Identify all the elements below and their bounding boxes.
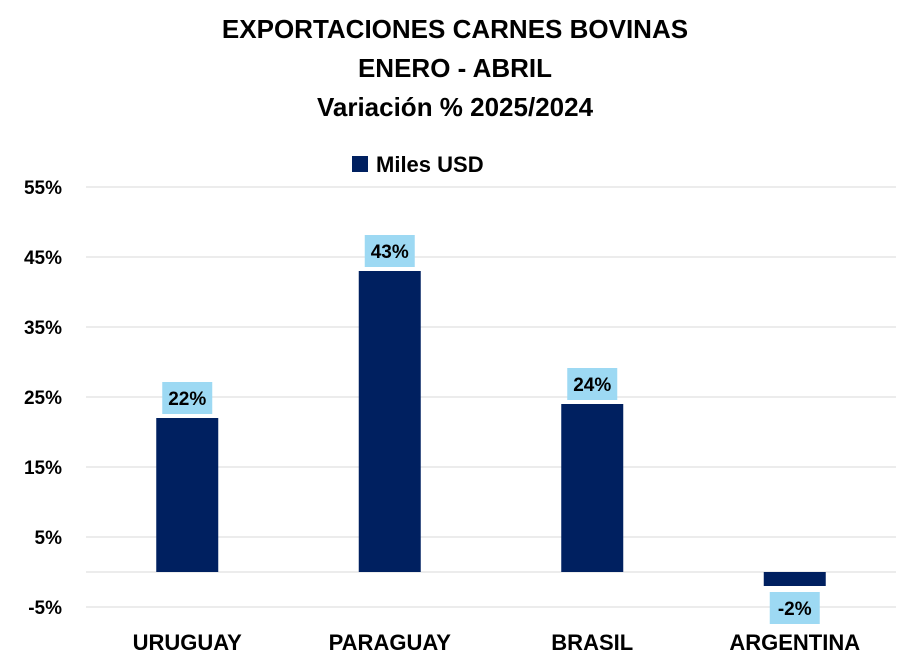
legend-label: Miles USD — [376, 152, 484, 177]
y-tick-label: 5% — [35, 528, 63, 549]
chart-title-line-3: Variación % 2025/2024 — [317, 92, 594, 122]
y-tick-label: 25% — [24, 388, 62, 409]
x-axis-categories: URUGUAY PARAGUAY BRASIL ARGENTINA — [133, 630, 861, 655]
bar-argentina — [763, 572, 826, 586]
y-tick-label: 35% — [24, 318, 62, 339]
bars — [156, 271, 826, 586]
bar-paraguay — [358, 271, 421, 572]
data-label: 22% — [168, 389, 206, 410]
legend-swatch — [352, 156, 368, 172]
category-label: ARGENTINA — [729, 630, 860, 655]
category-label: PARAGUAY — [329, 630, 452, 655]
data-label-background — [769, 592, 820, 624]
category-label: BRASIL — [551, 630, 633, 655]
y-axis-ticks: 55% 45% 35% 25% 15% 5% -5% — [24, 178, 62, 619]
y-tick-label: 15% — [24, 458, 62, 479]
bar-brasil — [561, 404, 624, 572]
data-label: 24% — [573, 375, 611, 396]
chart-title-line-1: EXPORTACIONES CARNES BOVINAS — [222, 14, 688, 44]
data-label: -2% — [778, 599, 812, 620]
legend: Miles USD — [352, 152, 484, 177]
bar-uruguay — [156, 418, 219, 572]
y-tick-label: 55% — [24, 178, 62, 199]
data-label-background — [364, 235, 415, 267]
chart-title-line-2: ENERO - ABRIL — [358, 53, 552, 83]
data-label-background — [567, 368, 618, 400]
chart-title: EXPORTACIONES CARNES BOVINAS ENERO - ABR… — [222, 14, 688, 122]
gridlines — [86, 186, 896, 608]
category-label: URUGUAY — [133, 630, 243, 655]
data-labels: 22% 43% 24% -2% — [162, 235, 820, 624]
data-label: 43% — [371, 242, 409, 263]
y-tick-label: 45% — [24, 248, 62, 269]
y-tick-label: -5% — [28, 598, 62, 619]
data-label-background — [162, 382, 213, 414]
